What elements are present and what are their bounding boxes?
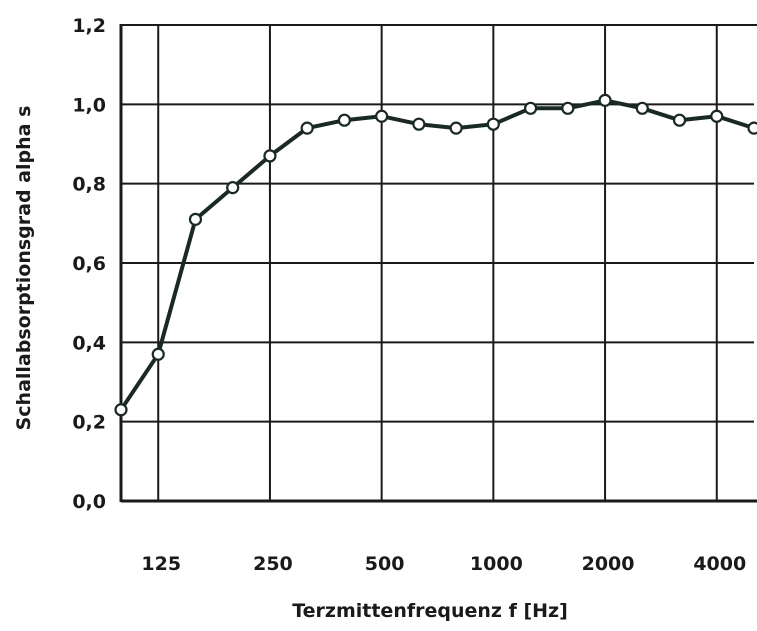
data-point	[300, 121, 314, 135]
y-tick-label: 0,4	[72, 332, 106, 354]
y-tick-label: 0,2	[72, 412, 106, 434]
data-points	[114, 93, 757, 417]
data-point	[561, 101, 575, 115]
x-tick-label: 2000	[582, 553, 635, 575]
data-point	[523, 101, 538, 115]
x-tick-label: 125	[141, 553, 181, 575]
data-point	[598, 93, 612, 107]
y-tick-label: 0,8	[72, 174, 106, 196]
plot-frame	[119, 24, 757, 503]
y-tick-label: 0,6	[72, 253, 106, 275]
data-point	[449, 121, 463, 135]
data-point	[188, 212, 203, 226]
y-tick-labels: 0,0 0,2 0,4 0,6 0,8 1,0 1,2	[72, 15, 106, 513]
y-tick-label: 1,2	[72, 15, 106, 37]
data-point	[263, 149, 277, 163]
x-tick-label: 500	[365, 553, 405, 575]
series-line	[119, 98, 755, 411]
data-point	[114, 403, 128, 417]
x-axis-title: Terzmittenfrequenz f [Hz]	[292, 600, 568, 622]
x-tick-label: 250	[253, 553, 293, 575]
data-point	[226, 181, 240, 195]
y-tick-label: 1,0	[72, 94, 106, 116]
x-tick-label: 4000	[693, 553, 746, 575]
x-tick-labels: 125 250 500 1000 2000 4000	[141, 553, 746, 575]
data-point	[710, 109, 724, 123]
data-point	[375, 109, 389, 123]
data-point	[747, 121, 757, 135]
y-axis-title: Schallabsorptionsgrad alpha s	[13, 106, 35, 431]
data-point	[412, 117, 426, 131]
grid	[121, 25, 754, 501]
data-point	[337, 113, 352, 127]
data-point	[151, 347, 165, 361]
data-point	[486, 117, 500, 131]
data-point	[672, 113, 687, 127]
y-tick-label: 0,0	[72, 491, 106, 513]
data-point	[635, 101, 649, 115]
x-tick-label: 1000	[470, 553, 523, 575]
